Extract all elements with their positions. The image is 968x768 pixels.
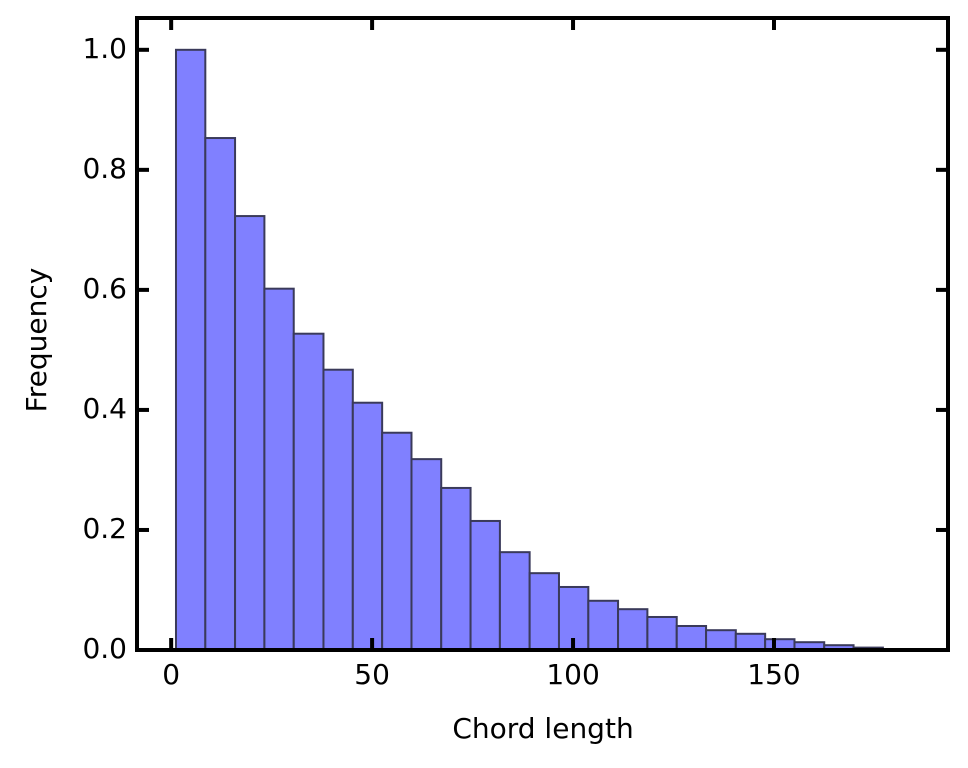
bar [646, 615, 678, 652]
bar [174, 48, 207, 652]
y-tick-label: 0.0 [82, 632, 127, 665]
y-tick-label: 0.2 [82, 512, 127, 545]
x-tick-label: 150 [747, 658, 800, 691]
bar [381, 431, 413, 651]
bar [292, 332, 325, 651]
y-axis-label: Frequency [20, 268, 53, 413]
bar [587, 599, 620, 651]
y-tick-label: 0.4 [82, 392, 127, 425]
bar [263, 287, 295, 651]
bar [734, 632, 767, 651]
bar [322, 368, 354, 651]
bar [498, 551, 531, 652]
bar [469, 519, 501, 651]
plot-frame [135, 16, 950, 652]
bar [410, 458, 443, 651]
bar [204, 137, 237, 651]
bar [617, 608, 649, 651]
bar [705, 629, 737, 651]
x-axis-label: Chord length [452, 712, 633, 745]
bar [351, 401, 384, 651]
y-tick-label: 0.6 [82, 272, 127, 305]
bar [440, 486, 472, 652]
bar [675, 624, 708, 652]
bar [528, 572, 560, 651]
y-tick-label: 1.0 [82, 32, 127, 65]
x-tick-label: 100 [546, 658, 599, 691]
y-tick-label: 0.8 [82, 152, 127, 185]
bar [234, 215, 266, 651]
x-tick-label: 50 [354, 658, 390, 691]
x-tick-label: 0 [162, 658, 180, 691]
